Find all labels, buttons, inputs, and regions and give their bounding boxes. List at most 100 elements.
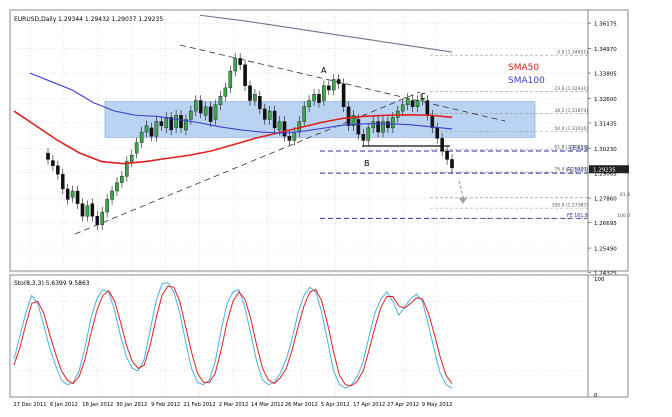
price-panel-border <box>9 9 629 272</box>
rising-trendline <box>74 91 421 235</box>
candle-body <box>430 115 435 129</box>
osc-tick-label: 0 <box>594 393 598 399</box>
current-price-label: 1.29235 <box>593 168 616 174</box>
candle-body <box>400 104 405 112</box>
candle-body <box>287 136 292 141</box>
candle-body <box>159 121 164 126</box>
price-tick-label: 1.31435 <box>594 121 617 127</box>
x-tick-label: 9 Feb 2012 <box>151 402 180 408</box>
candle-body <box>208 106 213 122</box>
candle-body <box>258 96 262 110</box>
x-tick-label: 14 Mar 2012 <box>251 402 284 408</box>
candle-body <box>272 110 277 129</box>
candle-body <box>194 100 198 112</box>
candle-body <box>440 138 444 152</box>
moving-averages <box>13 14 453 165</box>
x-tick-label: 5 Apr 2012 <box>321 402 350 408</box>
current-price-marker <box>589 165 629 174</box>
candle-body <box>60 173 65 190</box>
candle-body <box>90 203 95 217</box>
osc-line-pctk <box>13 282 453 389</box>
candle-body <box>95 216 100 225</box>
fib-label: 61.8 (1.30158) <box>554 144 588 150</box>
candle-body <box>346 106 351 126</box>
candle-body <box>450 159 454 169</box>
falling-trendline <box>179 44 506 122</box>
candle-body <box>154 121 159 137</box>
price-tick-label: 1.32600 <box>594 97 617 103</box>
price-tick-label: 1.30230 <box>594 147 617 153</box>
osc-panel-border <box>9 274 629 398</box>
candle-body <box>189 110 193 120</box>
candle-body <box>233 58 238 72</box>
label-c: C <box>420 92 426 101</box>
candle-body <box>85 205 90 217</box>
candle-body <box>366 127 371 141</box>
fib-label-partial: 61.8 <box>620 192 630 198</box>
sma-line-sma200 <box>199 14 453 53</box>
candle-body <box>120 176 124 183</box>
annotations: A B C SMA50 SMA100 <box>321 63 545 168</box>
candle-body <box>282 121 287 137</box>
osc-y-axis: 100 0 <box>587 275 605 399</box>
x-tick-label: 27 Apr 2012 <box>387 402 419 408</box>
fe-label: FE 100.0 <box>567 168 588 174</box>
candle-body <box>51 160 55 166</box>
candle-body <box>341 83 346 108</box>
candle-body <box>292 131 297 141</box>
candle-body <box>65 188 70 200</box>
candle-body <box>405 98 410 105</box>
candle-body <box>322 85 326 101</box>
candle-body <box>144 125 149 133</box>
x-tick-label: 30 Jan 2012 <box>116 402 147 408</box>
candle-body <box>396 110 400 118</box>
candle-body <box>277 121 282 131</box>
candle-body <box>46 152 50 160</box>
fib-label: 38.2 (1.31874) <box>554 108 588 114</box>
candle-body <box>184 119 188 131</box>
fib-label: 76.4 (1.29100) <box>554 167 588 173</box>
candle-body <box>164 117 169 129</box>
candle-body <box>391 117 395 129</box>
candle-body <box>356 119 361 135</box>
candle-body <box>415 100 420 108</box>
candle-body <box>80 203 85 217</box>
candle-body <box>115 182 119 192</box>
candle-body <box>420 98 425 101</box>
candle-body <box>312 93 316 101</box>
candle-body <box>169 117 173 131</box>
x-tick-label: 27 Dec 2011 <box>13 402 46 408</box>
sma-line-sma100 <box>29 72 453 134</box>
candle-body <box>203 106 208 116</box>
candle-body <box>179 115 183 129</box>
price-tick-label: 1.36175 <box>594 22 617 28</box>
x-tick-label: 9 May 2012 <box>422 402 453 408</box>
price-tick-label: 1.34970 <box>594 47 617 53</box>
projection-arrow-shaft <box>458 180 465 201</box>
candle-body <box>100 211 104 225</box>
x-tick-label: 21 Feb 2012 <box>183 402 215 408</box>
x-tick-label: 17 Apr 2012 <box>353 402 385 408</box>
osc-tick-label: 100 <box>594 277 605 283</box>
candle-body <box>238 58 242 65</box>
candle-body <box>386 121 390 129</box>
candle-body <box>307 100 311 108</box>
candle-body <box>228 70 233 89</box>
candle-body <box>327 85 331 91</box>
fib-label: 0.0 (1.34651) <box>557 50 588 56</box>
candle-body <box>371 121 375 129</box>
x-tick-label: 18 Jan 2012 <box>82 402 113 408</box>
trend-lines <box>74 44 506 235</box>
candle-body <box>331 79 336 91</box>
candle-body <box>435 127 440 139</box>
label-b: B <box>364 159 370 168</box>
fe-label: FE 61.8 <box>570 146 588 152</box>
candle-body <box>149 127 154 137</box>
legend-sma50: SMA50 <box>508 63 539 73</box>
projection-arrow-head <box>459 198 467 204</box>
price-tick-label: 1.33805 <box>594 72 617 78</box>
fib-label-partial: 100.0 <box>617 213 630 219</box>
candle-body <box>262 108 267 120</box>
price-panel: EURUSD,Daily 1.29344 1.29432 1.29037 1.2… <box>9 9 630 277</box>
